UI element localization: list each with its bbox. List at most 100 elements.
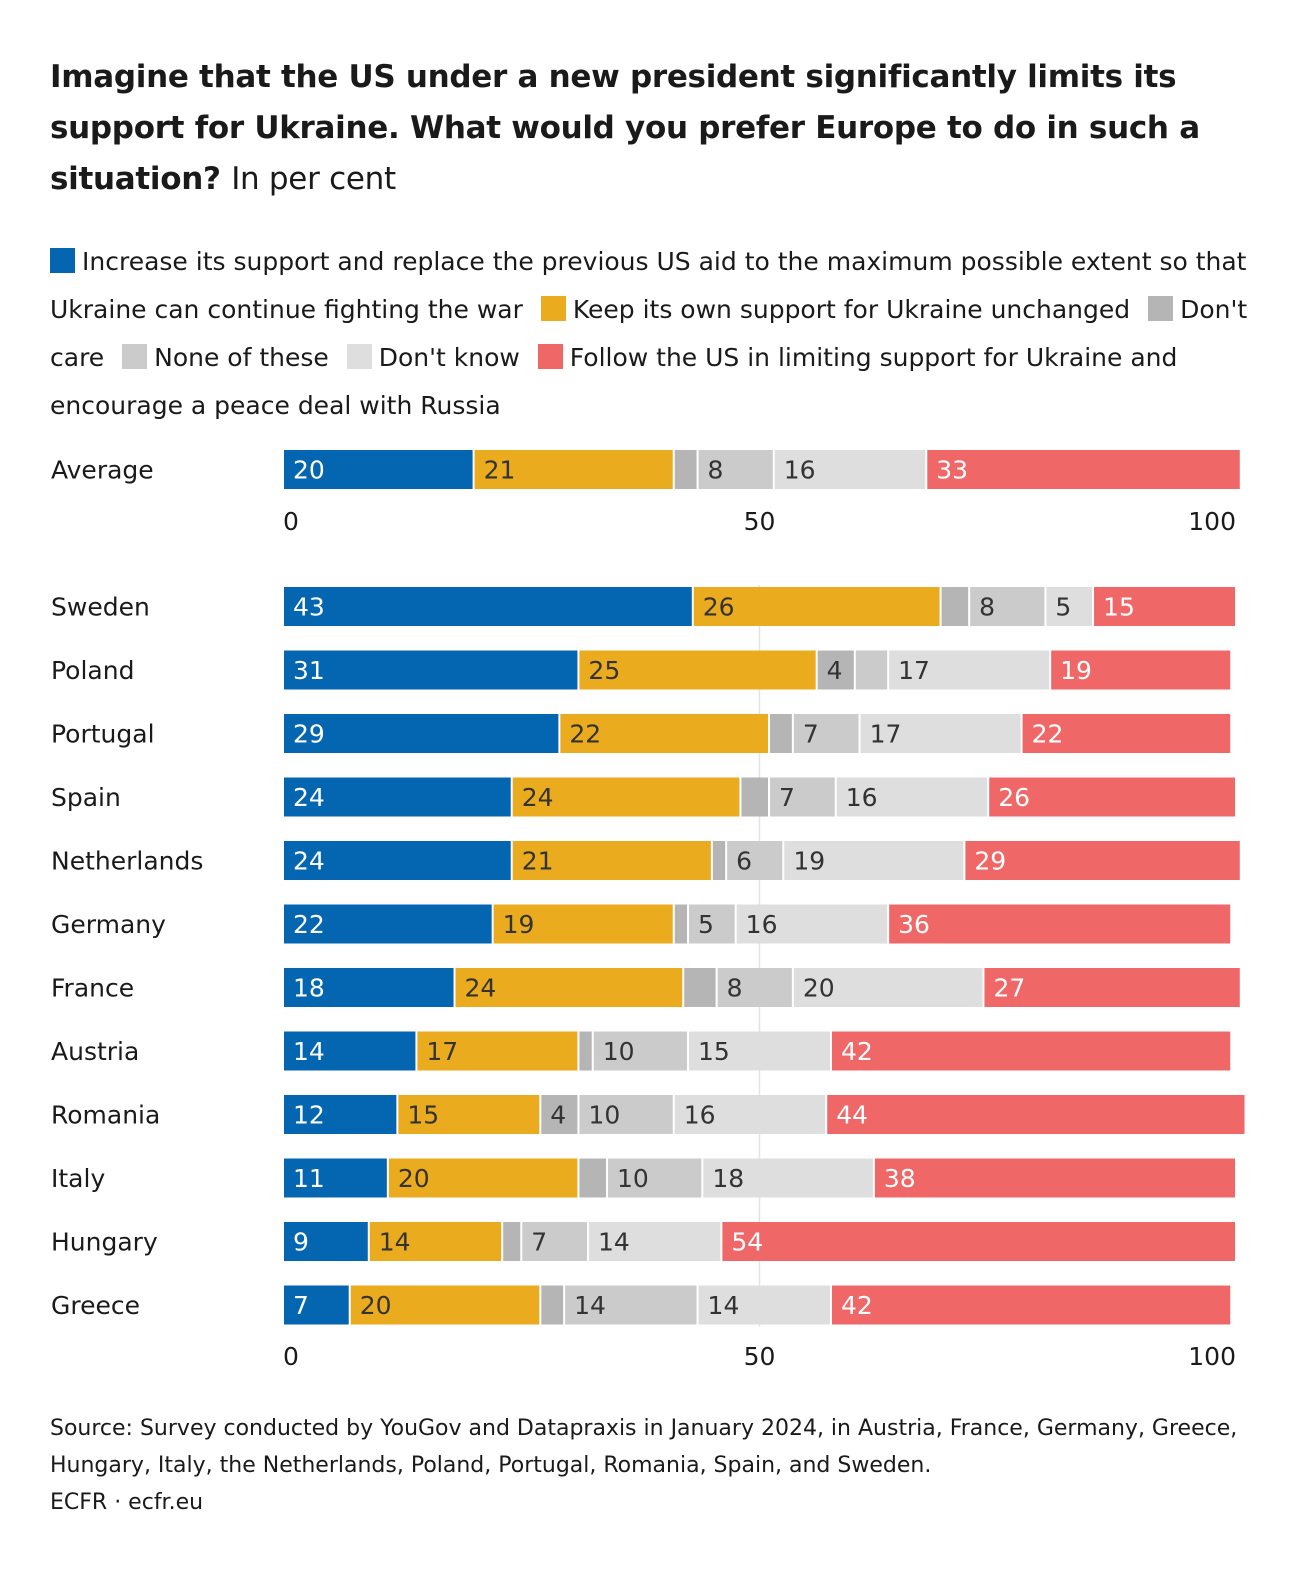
category-label-sweden: Sweden xyxy=(51,593,150,622)
bar-label-hungary-follow-us: 54 xyxy=(731,1228,763,1257)
bar-label-sweden-follow-us: 15 xyxy=(1103,593,1135,622)
x-tick-label-average-100: 100 xyxy=(1188,507,1236,536)
bar-label-hungary-dont-know: 14 xyxy=(598,1228,630,1257)
category-label-germany: Germany xyxy=(51,910,166,939)
bar-label-portugal-none: 7 xyxy=(803,720,819,749)
bar-portugal-dont-know xyxy=(860,714,1021,753)
bar-label-spain-increase: 24 xyxy=(293,783,325,812)
bar-label-romania-follow-us: 44 xyxy=(836,1101,868,1130)
bar-label-sweden-dont-know: 5 xyxy=(1055,593,1071,622)
bar-label-portugal-follow-us: 22 xyxy=(1032,720,1064,749)
bar-label-average-follow-us: 33 xyxy=(936,456,968,485)
bar-label-france-follow-us: 27 xyxy=(993,974,1025,1003)
bar-hungary-follow-us xyxy=(722,1222,1235,1261)
bar-label-spain-none: 7 xyxy=(779,783,795,812)
bar-label-france-dont-know: 20 xyxy=(803,974,835,1003)
category-label-romania: Romania xyxy=(51,1101,160,1130)
legend-swatch-dont-care xyxy=(1148,296,1174,321)
bar-netherlands-increase xyxy=(284,841,511,880)
category-label-hungary: Hungary xyxy=(51,1228,158,1257)
bar-label-germany-dont-know: 16 xyxy=(746,910,778,939)
bar-portugal-dont-care xyxy=(770,714,792,753)
bar-label-sweden-none: 8 xyxy=(979,593,995,622)
bar-label-germany-keep: 19 xyxy=(503,910,535,939)
bar-label-hungary-increase: 9 xyxy=(293,1228,309,1257)
bar-greece-follow-us xyxy=(831,1285,1231,1325)
chart-title: Imagine that the US under a new presiden… xyxy=(50,52,1260,205)
bar-label-italy-dont-know: 18 xyxy=(712,1164,744,1193)
bar-netherlands-none xyxy=(727,841,783,880)
bar-romania-dont-care xyxy=(541,1095,578,1134)
bar-greece-keep xyxy=(350,1285,540,1325)
bar-label-austria-keep: 17 xyxy=(426,1037,458,1066)
title-question: Imagine that the US under a new presiden… xyxy=(50,59,1200,197)
bar-hungary-dont-care xyxy=(503,1222,521,1261)
x-tick-label-countries-50: 50 xyxy=(744,1342,776,1371)
category-label-france: France xyxy=(51,974,134,1003)
bar-romania-keep xyxy=(398,1095,540,1134)
title-unit: In per cent xyxy=(231,161,396,197)
bar-label-average-keep: 21 xyxy=(484,456,516,485)
bar-portugal-none xyxy=(793,714,859,753)
bar-netherlands-follow-us xyxy=(965,841,1240,880)
bar-label-netherlands-none: 6 xyxy=(736,847,752,876)
bar-sweden-follow-us xyxy=(1094,587,1235,626)
bar-label-austria-increase: 14 xyxy=(293,1037,325,1066)
category-label-netherlands: Netherlands xyxy=(51,847,203,876)
legend-swatch-dont-know xyxy=(346,344,372,369)
x-tick-label-countries-0: 0 xyxy=(283,1342,299,1371)
source-text: Source: Survey conducted by YouGov and D… xyxy=(50,1416,1238,1478)
bar-label-romania-dont-know: 16 xyxy=(684,1101,716,1130)
legend-item-increase: Increase its support and replace the pre… xyxy=(50,247,1246,324)
bar-greece-none xyxy=(565,1285,697,1325)
bar-austria-increase xyxy=(284,1031,416,1071)
bar-label-poland-dont-care: 4 xyxy=(827,656,843,685)
bar-poland-increase xyxy=(284,650,578,690)
bar-germany-none xyxy=(689,904,735,944)
bar-hungary-none xyxy=(522,1222,587,1261)
bar-average-dont-know xyxy=(774,450,926,489)
bar-germany-follow-us xyxy=(889,904,1231,944)
bar-france-dont-care xyxy=(684,968,716,1007)
legend-label-keep: Keep its own support for Ukraine unchang… xyxy=(572,295,1131,324)
bar-label-greece-keep: 20 xyxy=(360,1291,392,1320)
bar-poland-dont-care xyxy=(817,650,854,690)
bar-label-average-none: 8 xyxy=(708,456,724,485)
bar-label-average-increase: 20 xyxy=(293,456,325,485)
bar-austria-none xyxy=(593,1031,688,1071)
bar-netherlands-keep xyxy=(512,841,711,880)
legend-label-dont-care: Don't care xyxy=(50,295,1248,372)
bar-italy-none xyxy=(608,1158,702,1198)
bar-portugal-follow-us xyxy=(1022,714,1231,753)
bar-poland-keep xyxy=(579,650,816,690)
bar-label-france-keep: 24 xyxy=(465,974,497,1003)
bar-portugal-keep xyxy=(560,714,769,753)
bar-france-increase xyxy=(284,968,454,1007)
bar-germany-keep xyxy=(493,904,673,944)
bar-label-portugal-keep: 22 xyxy=(569,720,601,749)
bar-austria-dont-care xyxy=(579,1031,592,1071)
bar-romania-dont-know xyxy=(674,1095,826,1134)
category-label-greece: Greece xyxy=(51,1291,140,1320)
source-note: Source: Survey conducted by YouGov and D… xyxy=(50,1410,1260,1521)
bar-greece-increase xyxy=(284,1285,349,1325)
bar-france-none xyxy=(717,968,792,1007)
bar-germany-increase xyxy=(284,904,492,944)
bar-italy-dont-know xyxy=(703,1158,873,1198)
legend-swatch-follow-us xyxy=(537,344,563,369)
bar-spain-keep xyxy=(512,777,740,817)
bar-label-spain-follow-us: 26 xyxy=(998,783,1030,812)
bar-label-romania-none: 10 xyxy=(588,1101,620,1130)
bar-spain-dont-care xyxy=(741,777,769,817)
category-label-portugal: Portugal xyxy=(51,720,155,749)
bar-label-hungary-keep: 14 xyxy=(379,1228,411,1257)
bar-sweden-increase xyxy=(284,587,692,626)
legend: Increase its support and replace the pre… xyxy=(50,238,1250,430)
bar-label-romania-increase: 12 xyxy=(293,1101,325,1130)
x-tick-label-countries-100: 100 xyxy=(1188,1342,1236,1371)
bar-poland-dont-know xyxy=(889,650,1050,690)
category-label-austria: Austria xyxy=(51,1037,139,1066)
bar-average-none xyxy=(698,450,773,489)
bar-label-italy-keep: 20 xyxy=(398,1164,430,1193)
legend-swatch-increase xyxy=(50,248,75,273)
